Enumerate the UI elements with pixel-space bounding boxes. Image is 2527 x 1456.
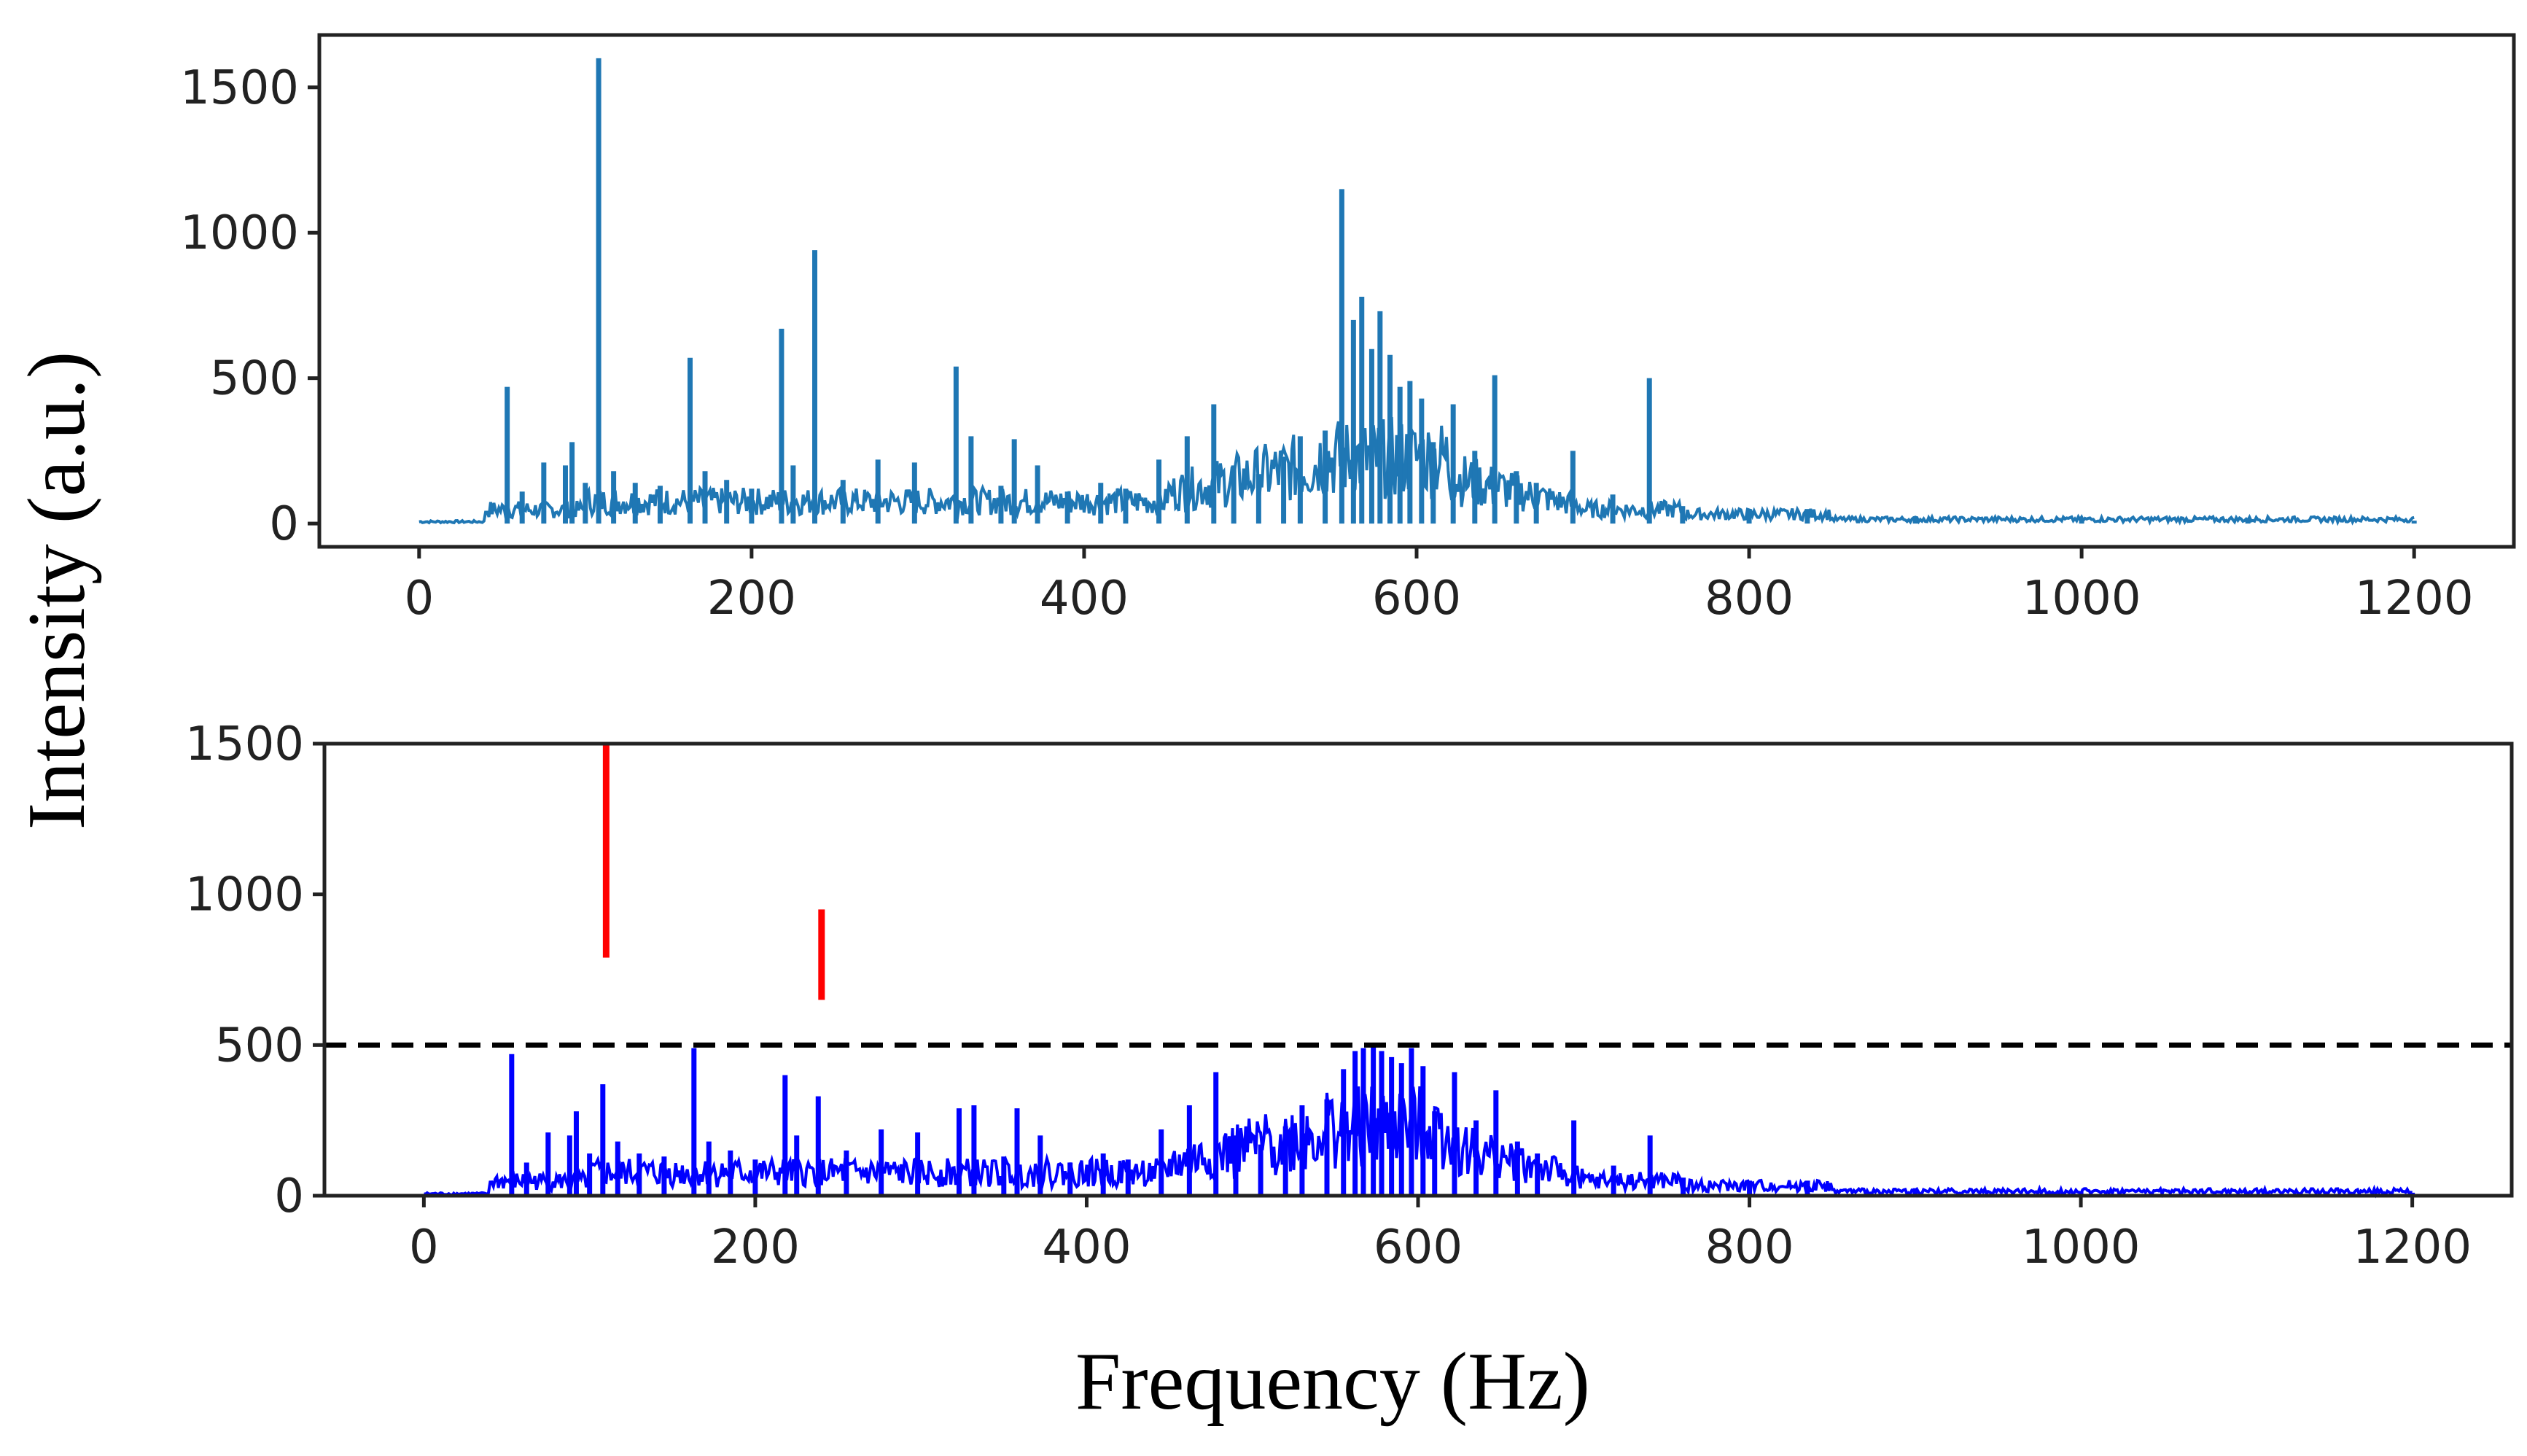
bottom-x-tick-label: 0 <box>409 1221 439 1274</box>
top-plot-frame <box>317 33 2516 549</box>
bottom-series-layer <box>424 744 2415 1199</box>
top-x-tick-label: 200 <box>707 572 796 626</box>
bottom-panel: 0 200 400 600 800 1000 1200 0 500 1000 1500 <box>185 717 2514 1274</box>
bottom-x-tick-label: 400 <box>1042 1221 1131 1274</box>
top-x-tick-label: 1000 <box>2022 572 2141 626</box>
bottom-x-tick-label: 1000 <box>2022 1221 2141 1274</box>
bottom-y-tick-label: 1500 <box>185 717 304 771</box>
top-x-tick-label: 600 <box>1372 572 1461 626</box>
top-y-tick-label: 500 <box>210 352 299 406</box>
top-x-tick-label: 0 <box>404 572 434 626</box>
bottom-y-tick-label: 0 <box>274 1169 304 1223</box>
top-x-tick-label: 1200 <box>2355 572 2474 626</box>
top-y-tick-label: 0 <box>269 497 299 551</box>
top-x-tick-label: 800 <box>1705 572 1794 626</box>
bottom-x-tick-label: 800 <box>1705 1221 1794 1274</box>
x-axis-title: Frequency (Hz) <box>1075 1336 1590 1427</box>
bottom-y-tick-label: 1000 <box>185 868 304 922</box>
top-series-baseline <box>418 416 2415 526</box>
top-panel: 0 200 400 600 800 1000 1200 0 500 1000 1500 <box>180 33 2516 626</box>
top-axes: 0 200 400 600 800 1000 1200 0 500 1000 1500 <box>180 61 2473 626</box>
bottom-x-tick-label: 600 <box>1374 1221 1463 1274</box>
bottom-x-tick-label: 200 <box>711 1221 800 1274</box>
y-axis-title: Intensity (a.u.) <box>12 351 102 830</box>
bottom-y-tick-label: 500 <box>215 1019 304 1072</box>
top-y-tick-label: 1000 <box>180 206 299 260</box>
top-x-tick-label: 400 <box>1040 572 1129 626</box>
bottom-x-tick-label: 1200 <box>2353 1221 2472 1274</box>
top-y-tick-label: 1500 <box>180 61 299 115</box>
top-series-layer <box>418 58 2417 526</box>
bottom-axes: 0 200 400 600 800 1000 1200 0 500 1000 1500 <box>185 717 2472 1274</box>
bottom-series-baseline <box>424 1086 2413 1199</box>
